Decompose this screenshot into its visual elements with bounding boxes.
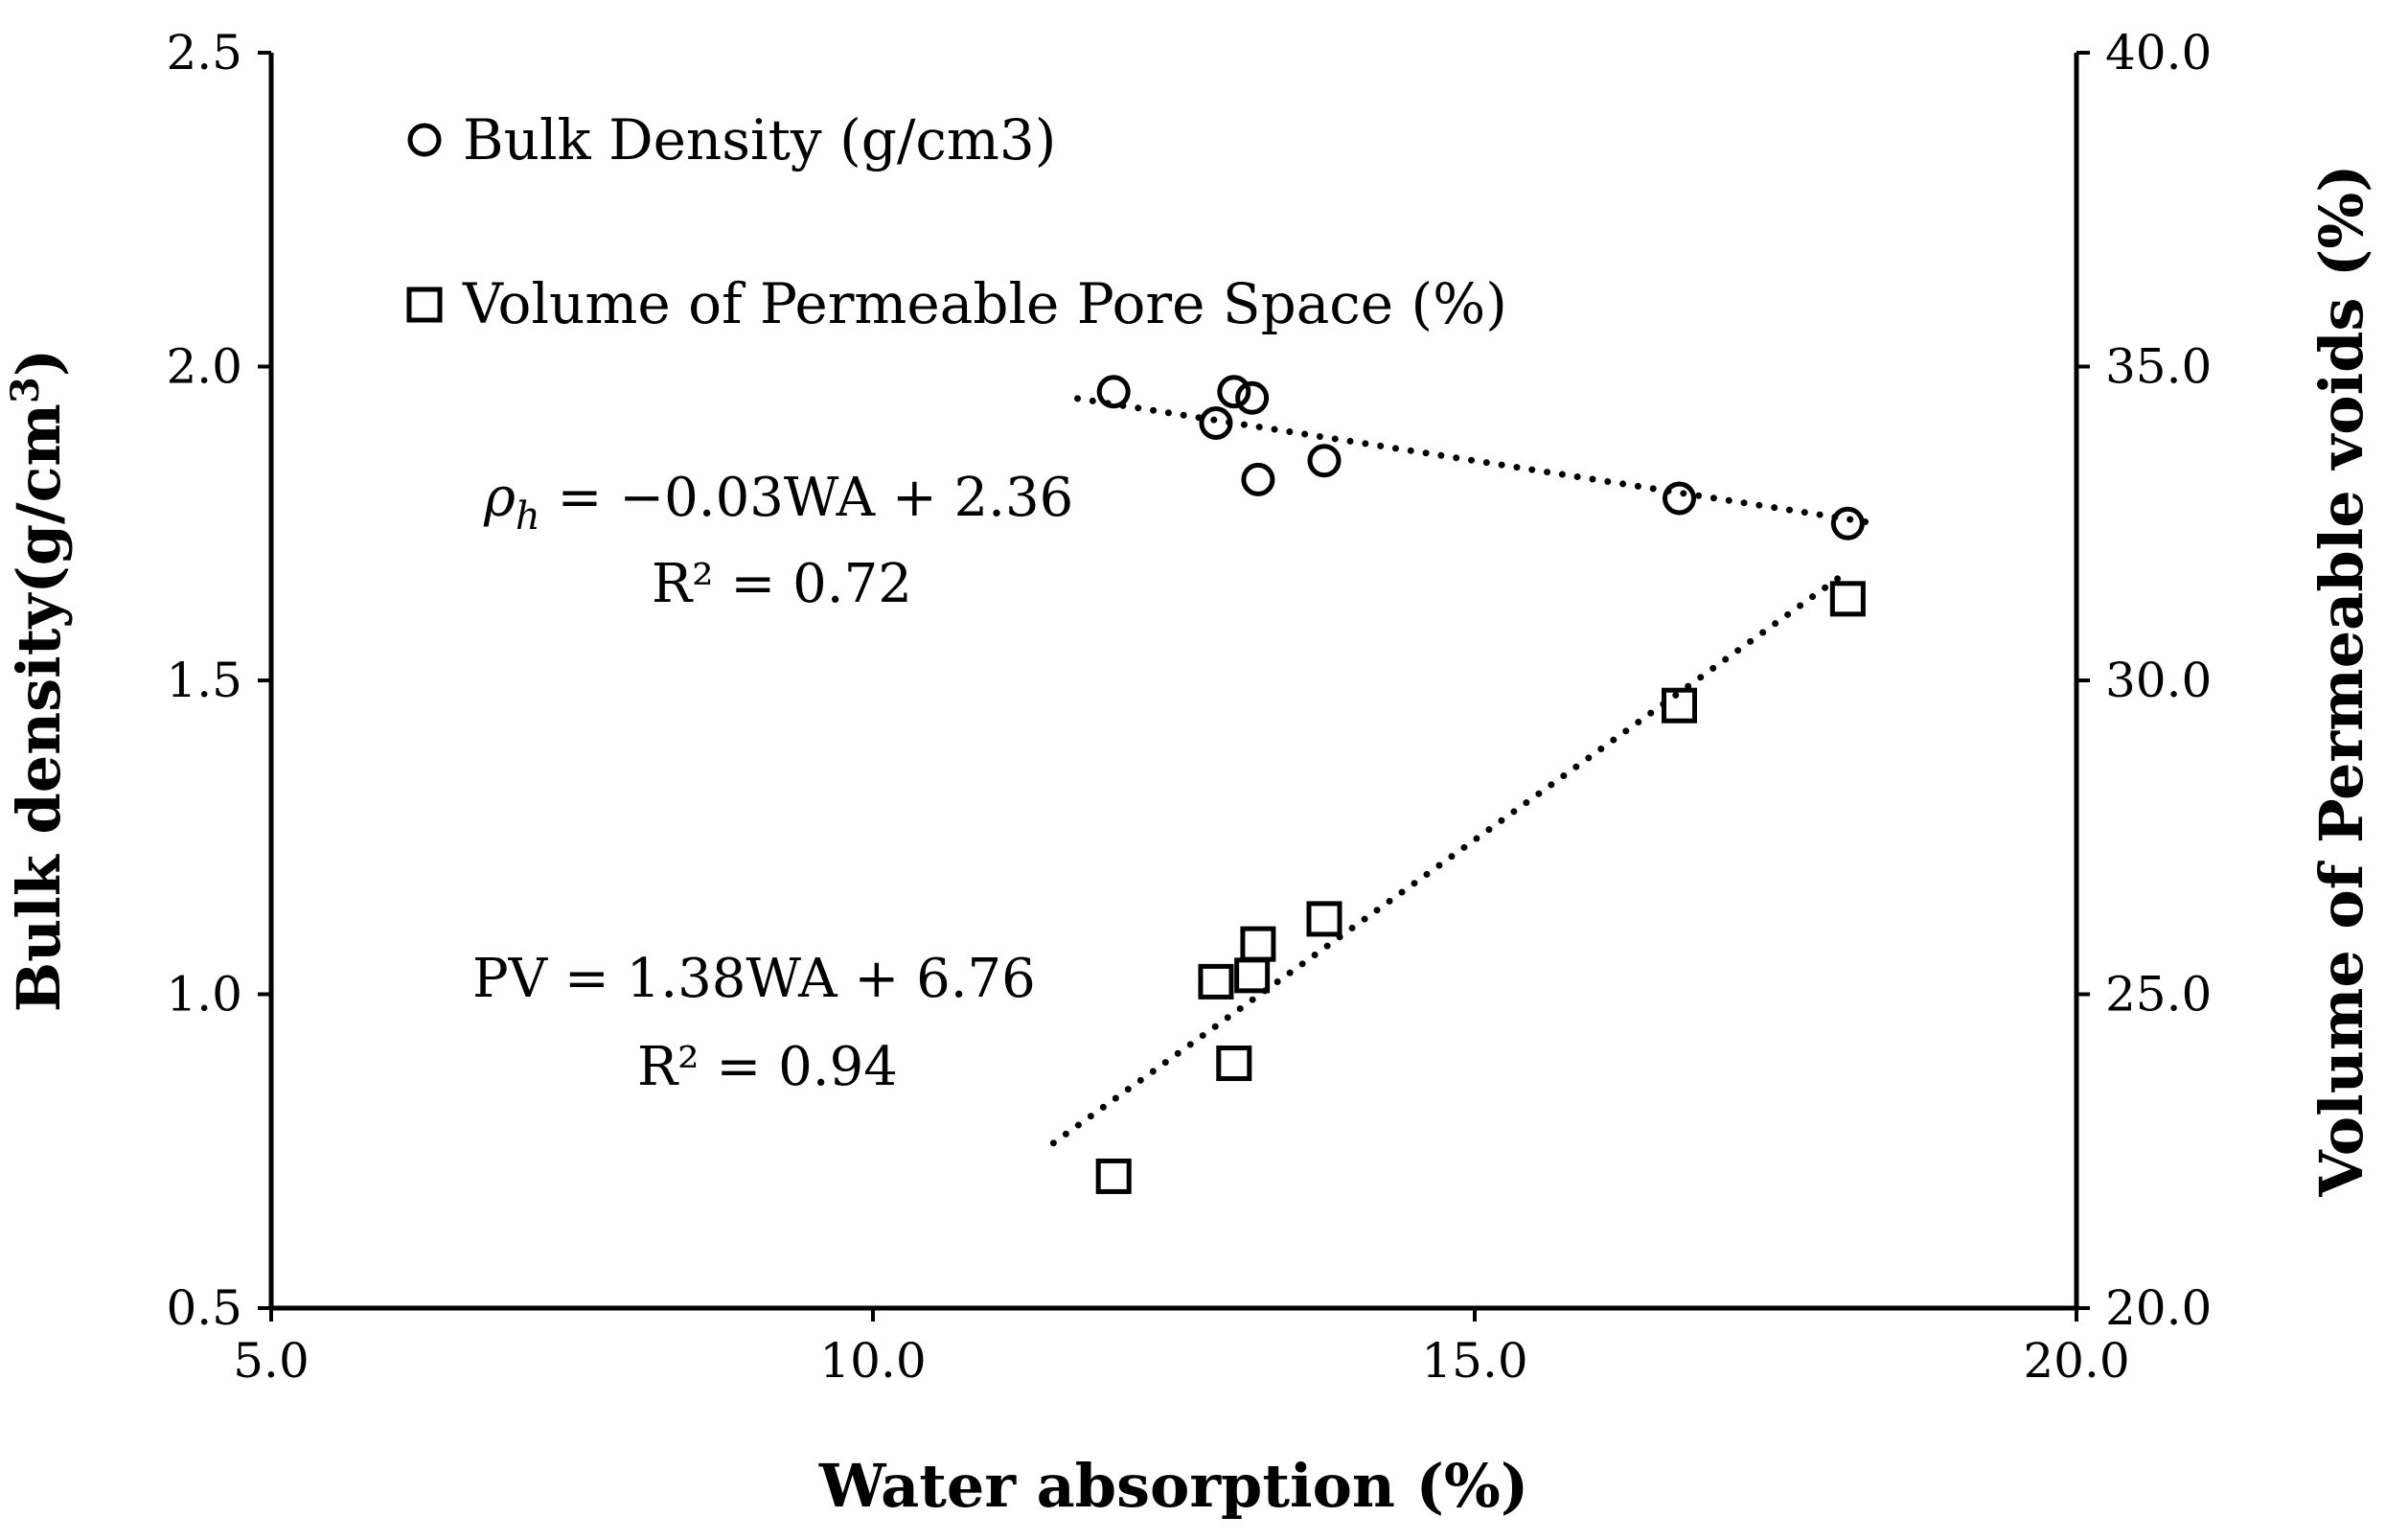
bulk-density-point <box>1235 380 1270 415</box>
trendline-bulk-density <box>1074 395 1875 527</box>
trendline-pore-space <box>1049 567 1851 1147</box>
density-equation: ρh = −0.03WA + 2.36 <box>483 467 1073 539</box>
density-eq-subscript: h <box>516 494 540 539</box>
trendlines <box>1049 395 1875 1147</box>
y-left-tick-label: 0.5 <box>166 1280 242 1336</box>
y-right-tick-label: 20.0 <box>2105 1280 2212 1336</box>
x-tick-label: 20.0 <box>2023 1333 2129 1389</box>
pore-space-point <box>1216 1046 1252 1082</box>
y-left-tick-label: 1.5 <box>166 653 242 708</box>
bulk-density-point <box>1307 444 1342 478</box>
legend-square-marker <box>406 287 443 323</box>
x-axis-title: Water absorption (%) <box>818 1451 1528 1521</box>
pore-space-point <box>1306 901 1342 937</box>
legend-label-bulk-density: Bulk Density (g/cm3) <box>463 107 1056 172</box>
y-axis-right-title: Volume of Permeable voids (%) <box>2306 164 2376 1197</box>
density-eq-rest: = −0.03WA + 2.36 <box>540 467 1074 529</box>
x-tick-label: 10.0 <box>819 1333 926 1389</box>
data-points <box>1095 375 1866 1194</box>
y-right-tick-label: 30.0 <box>2105 653 2212 708</box>
x-tick-label: 15.0 <box>1421 1333 1527 1389</box>
x-tick-label: 5.0 <box>233 1333 310 1389</box>
legend-circle-marker <box>407 123 442 157</box>
density-eq-symbol: ρ <box>483 467 516 529</box>
pore-space-point <box>1240 926 1276 962</box>
ticks-layer: 5.0 10.0 15.0 20.0 0.5 1.0 1.5 2.0 2.5 20.0 25.0 30… <box>166 25 2212 1389</box>
y-left-title-close: ) <box>4 349 74 377</box>
legend: Bulk Density (g/cm3) Volume of Permeable… <box>406 107 1507 336</box>
y-axis-left-title: Bulk density(g/cm3) <box>3 349 74 1012</box>
y-left-tick-label: 1.0 <box>166 967 242 1023</box>
pore-space-point <box>1662 687 1698 724</box>
pv-equation: PV = 1.38WA + 6.76 <box>472 948 1036 1010</box>
bulk-density-point <box>1217 375 1251 409</box>
pore-space-point <box>1829 581 1866 617</box>
bulk-density-point <box>1096 375 1131 409</box>
y-left-tick-label: 2.5 <box>166 25 242 80</box>
bulk-density-point <box>1241 462 1275 496</box>
pore-space-point <box>1234 957 1271 994</box>
pore-space-point <box>1198 963 1234 1000</box>
density-r2: R² = 0.72 <box>652 553 912 615</box>
legend-label-pore-space: Volume of Permeable Pore Space (%) <box>462 271 1507 336</box>
bulk-density-point <box>1199 405 1233 440</box>
y-right-tick-label: 40.0 <box>2105 25 2212 80</box>
y-right-tick-label: 35.0 <box>2105 339 2212 395</box>
pv-r2: R² = 0.94 <box>637 1036 898 1098</box>
y-left-title-main: Bulk density(g/cm <box>4 403 74 1012</box>
bulk-density-point <box>1663 481 1697 516</box>
y-left-title-sup: 3 <box>3 377 48 403</box>
y-right-tick-label: 25.0 <box>2105 967 2212 1023</box>
y-left-tick-label: 2.0 <box>166 339 242 395</box>
bulk-density-point <box>1830 506 1865 540</box>
pore-space-point <box>1095 1158 1132 1194</box>
